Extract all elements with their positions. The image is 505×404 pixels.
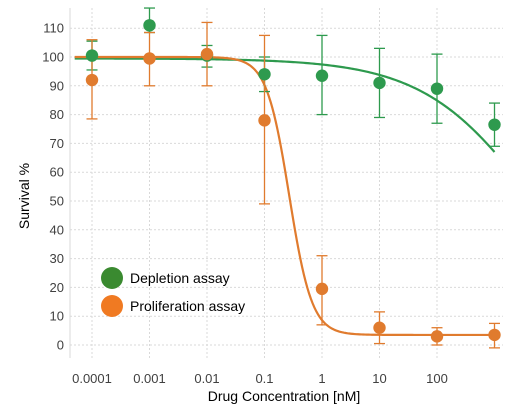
y-tick-label: 70 — [50, 136, 64, 151]
y-tick-label: 50 — [50, 194, 64, 209]
data-point — [258, 68, 271, 81]
data-point — [488, 118, 501, 131]
y-tick-label: 110 — [43, 21, 64, 36]
grid-lines — [69, 8, 503, 358]
legend: Depletion assay Proliferation assay — [101, 267, 245, 317]
x-tick-label: 1 — [318, 371, 325, 386]
x-tick-label: 100 — [426, 371, 448, 386]
data-point — [143, 52, 156, 65]
data-point — [200, 47, 214, 61]
data-points — [85, 19, 501, 343]
y-tick-label: 30 — [50, 251, 64, 266]
data-point — [430, 82, 444, 95]
x-tick-label: 10 — [372, 371, 386, 386]
data-point — [488, 328, 501, 342]
data-point — [315, 282, 329, 296]
legend-label-depletion: Depletion assay — [130, 270, 230, 286]
data-point — [373, 321, 386, 334]
x-axis-title: Drug Concentration [nM] — [208, 388, 361, 404]
x-tick-labels: 0.0001 0.001 0.01 0.1 1 10 100 — [72, 371, 448, 386]
legend-marker-depletion — [101, 267, 123, 289]
y-tick-label: 90 — [50, 78, 64, 93]
data-point — [85, 49, 99, 62]
data-point — [430, 330, 444, 343]
y-tick-label: 10 — [50, 309, 64, 324]
data-point — [85, 73, 99, 87]
y-tick-label: 80 — [50, 107, 64, 122]
x-tick-label: 0.1 — [255, 371, 273, 386]
y-tick-label: 100 — [42, 50, 64, 65]
x-tick-label: 0.01 — [194, 371, 219, 386]
y-tick-label: 40 — [50, 222, 64, 237]
legend-label-proliferation: Proliferation assay — [130, 298, 245, 314]
y-tick-label: 20 — [50, 280, 64, 295]
y-tick-label: 60 — [50, 165, 64, 180]
y-tick-label: 0 — [57, 338, 64, 353]
x-tick-label: 0.0001 — [72, 371, 112, 386]
data-point — [143, 19, 156, 32]
y-tick-labels: 0 10 20 30 40 50 60 70 80 90 100 110 — [42, 21, 64, 353]
data-point — [258, 114, 271, 127]
data-point — [315, 69, 329, 82]
data-point — [373, 76, 386, 90]
x-tick-label: 0.001 — [133, 371, 166, 386]
legend-marker-proliferation — [101, 295, 123, 317]
y-axis-title: Survival % — [16, 163, 32, 229]
